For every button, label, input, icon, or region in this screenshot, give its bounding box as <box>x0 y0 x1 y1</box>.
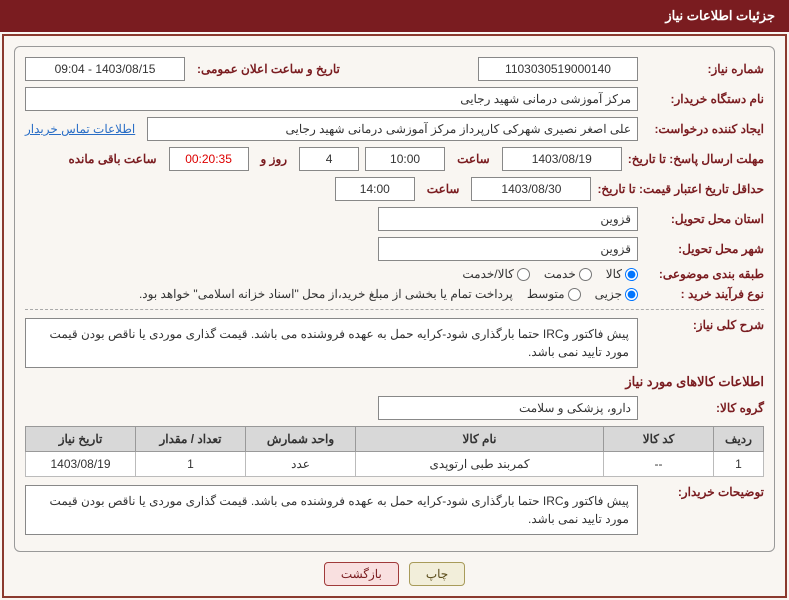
buyer-notes-text: پیش فاکتور وIRC حتما بارگذاری شود-کرایه … <box>25 485 638 535</box>
requester-field: علی اصغر نصیری شهرکی کارپرداز مرکز آموزش… <box>147 117 638 141</box>
th-code: کد کالا <box>604 427 714 452</box>
validity-date-field: 1403/08/30 <box>471 177 591 201</box>
validity-time-field: 14:00 <box>335 177 415 201</box>
radio-medium[interactable]: متوسط <box>527 287 581 301</box>
row-validity: حداقل تاریخ اعتبار قیمت: تا تاریخ: 1403/… <box>25 177 764 201</box>
process-note: پرداخت تمام یا بخشی از مبلغ خرید،از محل … <box>139 287 513 301</box>
row-province: استان محل تحویل: قزوین <box>25 207 764 231</box>
need-number-label: شماره نیاز: <box>644 62 764 76</box>
row-city: شهر محل تحویل: قزوین <box>25 237 764 261</box>
cell-code: -- <box>604 452 714 477</box>
button-row: چاپ بازگشت <box>14 562 775 586</box>
remaining-label: ساعت باقی مانده <box>62 152 162 166</box>
announce-field: 1403/08/15 - 09:04 <box>25 57 185 81</box>
validity-label: حداقل تاریخ اعتبار قیمت: تا تاریخ: <box>597 182 764 196</box>
cell-date: 1403/08/19 <box>26 452 136 477</box>
province-label: استان محل تحویل: <box>644 212 764 226</box>
days-and-label: روز و <box>255 152 294 166</box>
cell-qty: 1 <box>136 452 246 477</box>
th-qty: تعداد / مقدار <box>136 427 246 452</box>
requester-label: ایجاد کننده درخواست: <box>644 122 764 136</box>
cell-unit: عدد <box>246 452 356 477</box>
response-deadline-label: مهلت ارسال پاسخ: تا تاریخ: <box>628 152 764 166</box>
print-button[interactable]: چاپ <box>409 562 465 586</box>
goods-group-field: دارو، پزشکی و سلامت <box>378 396 638 420</box>
goods-table: ردیف کد کالا نام کالا واحد شمارش تعداد /… <box>25 426 764 477</box>
city-label: شهر محل تحویل: <box>644 242 764 256</box>
category-radio-group: کالا خدمت کالا/خدمت <box>462 267 638 281</box>
radio-both-input[interactable] <box>517 268 530 281</box>
radio-goods[interactable]: کالا <box>606 267 638 281</box>
need-number-field: 1103030519000140 <box>478 57 638 81</box>
days-count-field: 4 <box>299 147 359 171</box>
th-unit: واحد شمارش <box>246 427 356 452</box>
summary-label: شرح کلی نیاز: <box>644 318 764 332</box>
city-field: قزوین <box>378 237 638 261</box>
row-buyer-notes: توضیحات خریدار: پیش فاکتور وIRC حتما بار… <box>25 485 764 535</box>
row-goods-group: گروه کالا: دارو، پزشکی و سلامت <box>25 396 764 420</box>
row-process: نوع فرآیند خرید : جزیی متوسط پرداخت تمام… <box>25 287 764 301</box>
radio-both[interactable]: کالا/خدمت <box>462 267 529 281</box>
response-time-field: 10:00 <box>365 147 445 171</box>
buyer-notes-label: توضیحات خریدار: <box>644 485 764 499</box>
province-field: قزوین <box>378 207 638 231</box>
row-response-deadline: مهلت ارسال پاسخ: تا تاریخ: 1403/08/19 سا… <box>25 147 764 171</box>
summary-text: پیش فاکتور وIRC حتما بارگذاری شود-کرایه … <box>25 318 638 368</box>
radio-partial[interactable]: جزیی <box>595 287 638 301</box>
th-name: نام کالا <box>356 427 604 452</box>
buyer-contact-link[interactable]: اطلاعات تماس خریدار <box>25 122 141 136</box>
buyer-org-field: مرکز آموزشی درمانی شهید رجایی <box>25 87 638 111</box>
page-title-bar: جزئیات اطلاعات نیاز <box>0 0 789 32</box>
row-category: طبقه بندی موضوعی: کالا خدمت کالا/خدمت <box>25 267 764 281</box>
th-date: تاریخ نیاز <box>26 427 136 452</box>
row-buyer-org: نام دستگاه خریدار: مرکز آموزشی درمانی شه… <box>25 87 764 111</box>
cell-name: کمربند طبی ارتوپدی <box>356 452 604 477</box>
goods-info-title: اطلاعات کالاهای مورد نیاز <box>25 374 764 390</box>
process-label: نوع فرآیند خرید : <box>644 287 764 301</box>
time-label-1: ساعت <box>451 152 496 166</box>
radio-goods-input[interactable] <box>625 268 638 281</box>
row-need-number: شماره نیاز: 1103030519000140 تاریخ و ساع… <box>25 57 764 81</box>
radio-service-input[interactable] <box>579 268 592 281</box>
table-header-row: ردیف کد کالا نام کالا واحد شمارش تعداد /… <box>26 427 764 452</box>
row-summary: شرح کلی نیاز: پیش فاکتور وIRC حتما بارگذ… <box>25 318 764 368</box>
process-radio-group: جزیی متوسط <box>527 287 638 301</box>
category-label: طبقه بندی موضوعی: <box>644 267 764 281</box>
radio-partial-input[interactable] <box>625 288 638 301</box>
cell-row: 1 <box>714 452 764 477</box>
outer-frame: شماره نیاز: 1103030519000140 تاریخ و ساع… <box>2 34 787 598</box>
buyer-org-label: نام دستگاه خریدار: <box>644 92 764 106</box>
divider-1 <box>25 309 764 310</box>
radio-service[interactable]: خدمت <box>544 267 592 281</box>
goods-group-label: گروه کالا: <box>644 401 764 415</box>
radio-medium-input[interactable] <box>568 288 581 301</box>
time-label-2: ساعت <box>421 182 466 196</box>
remaining-time-field: 00:20:35 <box>169 147 249 171</box>
page-title: جزئیات اطلاعات نیاز <box>665 8 775 23</box>
response-date-field: 1403/08/19 <box>502 147 622 171</box>
details-panel: شماره نیاز: 1103030519000140 تاریخ و ساع… <box>14 46 775 552</box>
announce-label: تاریخ و ساعت اعلان عمومی: <box>191 62 346 76</box>
table-body: 1--کمربند طبی ارتوپدیعدد11403/08/19 <box>26 452 764 477</box>
back-button[interactable]: بازگشت <box>324 562 399 586</box>
row-requester: ایجاد کننده درخواست: علی اصغر نصیری شهرک… <box>25 117 764 141</box>
th-row: ردیف <box>714 427 764 452</box>
table-row: 1--کمربند طبی ارتوپدیعدد11403/08/19 <box>26 452 764 477</box>
